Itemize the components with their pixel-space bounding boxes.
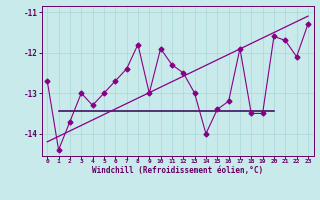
X-axis label: Windchill (Refroidissement éolien,°C): Windchill (Refroidissement éolien,°C) — [92, 166, 263, 175]
